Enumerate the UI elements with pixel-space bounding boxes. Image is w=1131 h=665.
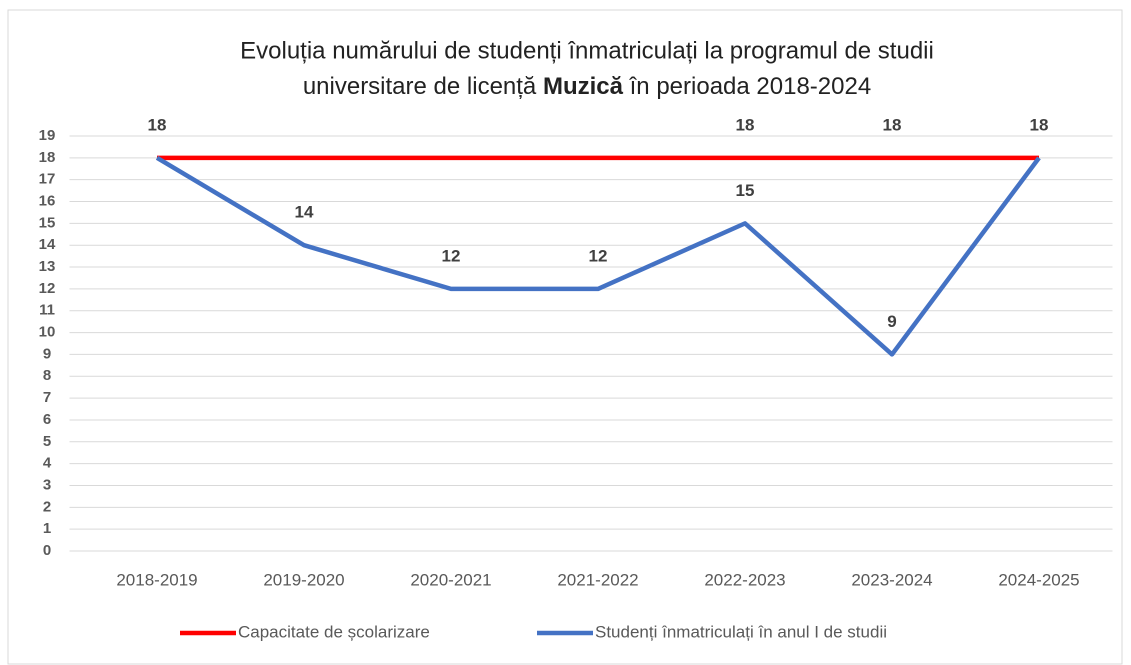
data-label: 14 (295, 203, 314, 222)
y-tick-label: 3 (43, 476, 51, 493)
y-tick-label: 6 (43, 411, 51, 428)
y-tick-label: 0 (43, 542, 51, 559)
data-label: 18 (883, 115, 902, 134)
y-tick-label: 9 (43, 345, 51, 362)
data-label: 9 (887, 312, 896, 331)
y-tick-label: 1 (43, 520, 51, 537)
legend-label: Capacitate de școlarizare (238, 622, 430, 641)
chart-frame (7, 9, 1123, 665)
y-tick-label: 2 (43, 498, 51, 515)
data-label: 15 (736, 181, 755, 200)
y-tick-label: 16 (39, 192, 56, 209)
y-tick-label: 14 (39, 236, 56, 253)
y-tick-label: 11 (39, 302, 55, 319)
data-label: 18 (1030, 115, 1049, 134)
data-label: 12 (442, 246, 461, 265)
data-label: 18 (148, 115, 167, 134)
y-tick-label: 7 (43, 389, 51, 406)
chart-title: universitare de licență Muzică în perioa… (303, 73, 871, 100)
y-tick-label: 18 (39, 149, 56, 166)
data-label: 12 (589, 246, 608, 265)
series-line (155, 155, 1041, 357)
title-part: universitare de licență (303, 73, 543, 100)
x-tick-label: 2018-2019 (116, 570, 197, 589)
y-tick-label: 15 (39, 214, 56, 231)
chart-title: Evoluția numărului de studenți înmatricu… (240, 37, 934, 64)
y-tick-label: 13 (39, 258, 56, 275)
x-tick-label: 2019-2020 (263, 570, 344, 589)
y-tick-label: 10 (39, 324, 56, 341)
title-part: Muzică (543, 73, 624, 100)
y-tick-label: 17 (39, 171, 56, 188)
x-tick-label: 2021-2022 (557, 570, 638, 589)
x-tick-label: 2023-2024 (851, 570, 932, 589)
y-tick-label: 12 (39, 280, 56, 297)
title-part: în perioada 2018-2024 (623, 73, 871, 100)
y-tick-label: 19 (39, 127, 56, 144)
x-tick-label: 2020-2021 (410, 570, 491, 589)
data-label: 18 (736, 115, 755, 134)
y-tick-label: 4 (43, 455, 52, 472)
x-tick-label: 2022-2023 (704, 570, 785, 589)
x-tick-label: 2024-2025 (998, 570, 1079, 589)
y-tick-label: 5 (43, 433, 51, 450)
legend-label: Studenți înmatriculați în anul I de stud… (595, 622, 887, 641)
y-tick-label: 8 (43, 367, 51, 384)
